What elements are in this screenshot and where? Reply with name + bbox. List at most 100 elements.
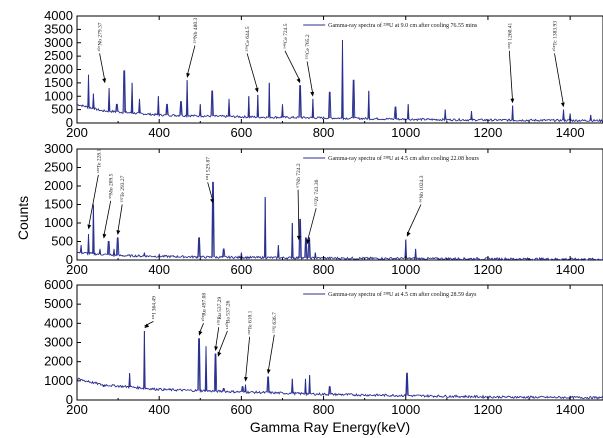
legend-label: Gamma-ray spectra of ²³⁸U at 4.5 cm afte… — [328, 291, 477, 298]
annotation-label: ¹⁰³Ru 497.08 — [201, 293, 208, 322]
panel-1: 200 400 600 800 1000 1200 14000500100015002000… — [44, 8, 603, 140]
annotation-arrow — [215, 327, 220, 350]
x-tick-label: 1200 — [473, 402, 502, 417]
annotation-label: ¹³¹I 529.87 — [206, 157, 212, 181]
annotation-arrowhead — [116, 230, 121, 235]
annotation-arrowhead — [186, 72, 191, 78]
annotation-arrow — [99, 53, 106, 82]
x-tick-label: 600 — [231, 125, 253, 140]
annotation-arrowhead — [306, 239, 311, 245]
annotation-label: ²³⁹Ce 644.5 — [245, 26, 251, 51]
y-tick-label: 0 — [66, 115, 73, 130]
x-tick-label: 200 — [66, 125, 88, 140]
annotation-arrowhead — [310, 91, 315, 97]
y-tick-label: 1000 — [44, 373, 73, 388]
annotation-arrow — [306, 208, 317, 243]
annotation-arrow — [117, 204, 123, 234]
annotation-arrowhead — [296, 235, 301, 241]
y-tick-label: 1000 — [44, 88, 73, 103]
annotation-arrow — [246, 53, 259, 91]
annotation-arrowhead — [406, 231, 411, 237]
y-tick-label: 2500 — [44, 48, 73, 63]
x-tick-label: 400 — [148, 125, 170, 140]
annotation-arrowhead — [214, 346, 218, 352]
y-tick-label: 2000 — [44, 354, 73, 369]
annotation-arrowhead — [244, 377, 248, 382]
x-tick-label: 400 — [148, 262, 170, 277]
annotation-arrowhead — [144, 323, 150, 329]
y-tick-label: 0 — [66, 252, 73, 267]
annotation-label: ¹³²Te 610.1 — [248, 310, 254, 334]
annotation-label: ¹³¹I 364.49 — [151, 296, 157, 320]
y-tick-label: 3000 — [44, 335, 73, 350]
annotation-label: ¹⁴⁰Ba 537.26 — [224, 300, 231, 329]
annotation-arrow — [186, 45, 196, 76]
y-axis-title: Counts — [15, 196, 31, 240]
y-tick-label: 4000 — [44, 8, 73, 23]
y-tick-label: 1500 — [44, 197, 73, 212]
x-tick-label: 800 — [313, 262, 335, 277]
annotation-arrowhead — [102, 233, 107, 239]
annotation-label: ¹³¹I 1260.41 — [507, 22, 513, 48]
annotation-arrow — [554, 53, 564, 106]
x-tick-label: 600 — [231, 402, 253, 417]
x-tick-label: 200 — [66, 402, 88, 417]
annotation-arrow — [207, 182, 214, 202]
annotation-label: ¹³²Zr 743.36 — [314, 179, 320, 206]
annotation-arrow — [245, 336, 250, 380]
x-tick-label: 400 — [148, 402, 170, 417]
annotation-arrow — [297, 189, 300, 239]
y-tick-label: 3000 — [44, 35, 73, 50]
legend-label: Gamma-ray spectra of ²³⁸U at 9.0 cm afte… — [328, 22, 478, 29]
annotation-arrow — [406, 204, 422, 235]
annotation-label: ¹³¹I 636.7 — [272, 312, 278, 333]
y-tick-label: 2000 — [44, 178, 73, 193]
annotation-arrowhead — [210, 198, 214, 204]
x-tick-label: 600 — [231, 262, 253, 277]
annotation-arrowhead — [217, 351, 222, 357]
annotation-arrowhead — [266, 369, 271, 375]
y-tick-label: 4000 — [44, 315, 73, 330]
annotation-arrowhead — [296, 78, 301, 84]
y-tick-label: 1500 — [44, 75, 73, 90]
spectrum-line — [76, 40, 603, 123]
annotation-arrow — [306, 61, 314, 95]
x-tick-label: 1000 — [391, 402, 420, 417]
annotation-label: ¹⁴⁸Ce 724.5 — [283, 23, 289, 49]
y-tick-label: 2500 — [44, 160, 73, 175]
panel-2: 200 400 600 800 1000 1200 1400 0 500 1000 1500 2000… — [44, 141, 603, 277]
annotation-label: ⁹⁹Nb 1024.3 — [419, 175, 425, 202]
x-tick-label: 200 — [66, 262, 88, 277]
annotation-arrowhead — [510, 98, 515, 104]
y-tick-label: 5000 — [44, 296, 73, 311]
annotation-label: ¹³²Te 293.27 — [120, 175, 126, 202]
x-tick-label: 1000 — [391, 262, 420, 277]
x-tick-label: 800 — [313, 125, 335, 140]
panel-3: 200 400 600 800 1000 1200 1400 0 1000 2000 3000 400… — [44, 277, 603, 417]
x-tick-label: 1000 — [391, 125, 420, 140]
annotation-label: ¹⁰⁶Nb 279.37 — [97, 22, 104, 51]
annotation-arrow — [267, 334, 275, 373]
y-tick-label: 0 — [66, 392, 73, 407]
annotation-label: ¹⁰⁴Tc 1383.93 — [552, 21, 559, 52]
annotation-arrowhead — [102, 78, 107, 84]
x-tick-label: 1400 — [556, 125, 585, 140]
annotation-label: ²³⁴Nb 480.3 — [193, 17, 199, 43]
y-tick-label: 500 — [51, 102, 73, 117]
annotation-arrow — [284, 50, 301, 82]
annotation-arrowhead — [198, 330, 203, 336]
x-tick-label: 1200 — [473, 125, 502, 140]
annotation-arrowhead — [87, 224, 92, 230]
x-tick-label: 1400 — [556, 402, 585, 417]
annotation-arrowhead — [254, 87, 259, 93]
y-tick-label: 6000 — [44, 277, 73, 292]
y-tick-label: 2000 — [44, 62, 73, 77]
y-tick-label: 3500 — [44, 21, 73, 36]
annotation-arrowhead — [560, 102, 565, 108]
panel-frame — [76, 148, 603, 261]
panel-frame — [76, 15, 603, 124]
x-tick-label: 1400 — [556, 262, 585, 277]
annotation-label: ¹³³Te 228.1 — [96, 149, 102, 173]
